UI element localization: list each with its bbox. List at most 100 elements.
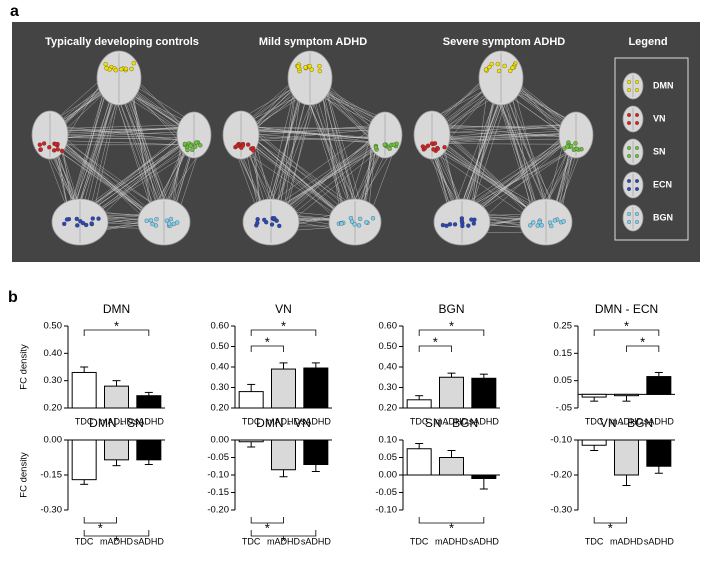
- connection: [504, 80, 556, 213]
- connection: [68, 86, 109, 213]
- legend-node: [635, 187, 639, 191]
- node: [251, 148, 256, 153]
- error-bar: [590, 397, 599, 402]
- error-bar: [479, 478, 488, 490]
- group-title: Typically developing controls: [45, 36, 199, 48]
- bar: [471, 474, 497, 479]
- connection: [275, 74, 298, 212]
- node: [262, 217, 267, 222]
- node: [119, 67, 124, 72]
- significance-label: *: [640, 334, 645, 349]
- legend-node: [635, 80, 639, 84]
- node: [387, 146, 392, 151]
- x-tick-label: TDC: [75, 536, 94, 546]
- node: [317, 68, 322, 74]
- x-tick-label: sADHD: [469, 536, 500, 546]
- node: [442, 145, 447, 150]
- connection: [247, 127, 361, 212]
- error-bar: [144, 391, 153, 396]
- connection: [438, 126, 540, 225]
- node: [104, 66, 109, 71]
- significance-label: *: [114, 318, 119, 333]
- error-bar: [415, 443, 424, 449]
- significance-bracket: [418, 517, 485, 524]
- connection: [299, 83, 362, 216]
- y-tick-label: 0.00: [211, 435, 230, 446]
- node: [303, 65, 308, 70]
- x-tick-label: mADHD: [267, 416, 300, 426]
- node: [255, 217, 260, 222]
- y-tick-label: -0.10: [550, 435, 572, 446]
- chart-title: DMN - VN: [256, 416, 311, 430]
- node: [53, 142, 59, 147]
- bar: [136, 395, 162, 409]
- legend-node: [635, 220, 639, 224]
- error-bar: [447, 372, 456, 378]
- node: [245, 142, 251, 147]
- y-tick-label: 0.50: [211, 341, 230, 352]
- node: [565, 144, 570, 149]
- connection: [459, 137, 574, 213]
- group-title: Severe symptom ADHD: [443, 36, 566, 48]
- node: [348, 216, 354, 221]
- error-bar: [247, 383, 256, 392]
- x-tick-label: mADHD: [100, 536, 133, 546]
- chart-title: BGN: [438, 302, 464, 316]
- connection: [261, 71, 300, 223]
- node: [391, 142, 396, 147]
- significance-bracket: [250, 345, 284, 352]
- node: [466, 223, 471, 228]
- node: [62, 221, 67, 227]
- y-tick-label: 0.50: [379, 341, 398, 352]
- legend-label: BGN: [653, 212, 673, 222]
- panel-label: b: [8, 289, 18, 306]
- node: [382, 142, 387, 147]
- node: [502, 63, 507, 69]
- node: [483, 67, 489, 72]
- node: [37, 142, 42, 147]
- connection: [427, 123, 567, 135]
- chart-title: SN - BGN: [425, 416, 478, 430]
- connection: [453, 132, 574, 212]
- connection: [281, 136, 390, 224]
- y-tick-label: 0.40: [379, 362, 398, 373]
- legend-node: [635, 212, 639, 216]
- y-tick-label: 0.05: [554, 375, 573, 386]
- x-tick-label: sADHD: [644, 416, 675, 426]
- node: [496, 68, 502, 74]
- bar: [646, 376, 672, 395]
- node: [317, 63, 322, 69]
- node: [562, 146, 567, 151]
- bar: [646, 439, 672, 467]
- y-tick-label: 0.00: [44, 435, 63, 446]
- node: [339, 221, 344, 226]
- x-tick-label: sADHD: [644, 536, 675, 546]
- node: [535, 223, 540, 228]
- network-graph: [413, 50, 594, 246]
- x-tick-label: mADHD: [435, 416, 468, 426]
- y-tick-label: -.05: [556, 403, 572, 414]
- significance-bracket: [83, 530, 150, 537]
- node: [75, 223, 80, 228]
- connection: [88, 85, 121, 215]
- y-tick-label: 0.05: [379, 452, 398, 463]
- connection: [440, 133, 567, 145]
- significance-bracket: [83, 517, 117, 524]
- significance-label: *: [449, 520, 454, 535]
- node: [78, 219, 83, 224]
- significance-bracket: [250, 530, 317, 537]
- connection: [443, 124, 580, 131]
- connection: [438, 138, 574, 141]
- bar: [471, 377, 497, 409]
- connection: [80, 125, 192, 217]
- y-tick-label: -0.10: [375, 505, 397, 516]
- node: [255, 220, 260, 225]
- connection: [90, 132, 190, 227]
- connection: [47, 124, 192, 130]
- node: [234, 143, 240, 149]
- y-tick-label: 0.10: [379, 435, 398, 446]
- significance-bracket: [593, 517, 627, 524]
- node: [194, 140, 199, 145]
- node: [296, 64, 301, 69]
- x-tick-label: TDC: [242, 416, 261, 426]
